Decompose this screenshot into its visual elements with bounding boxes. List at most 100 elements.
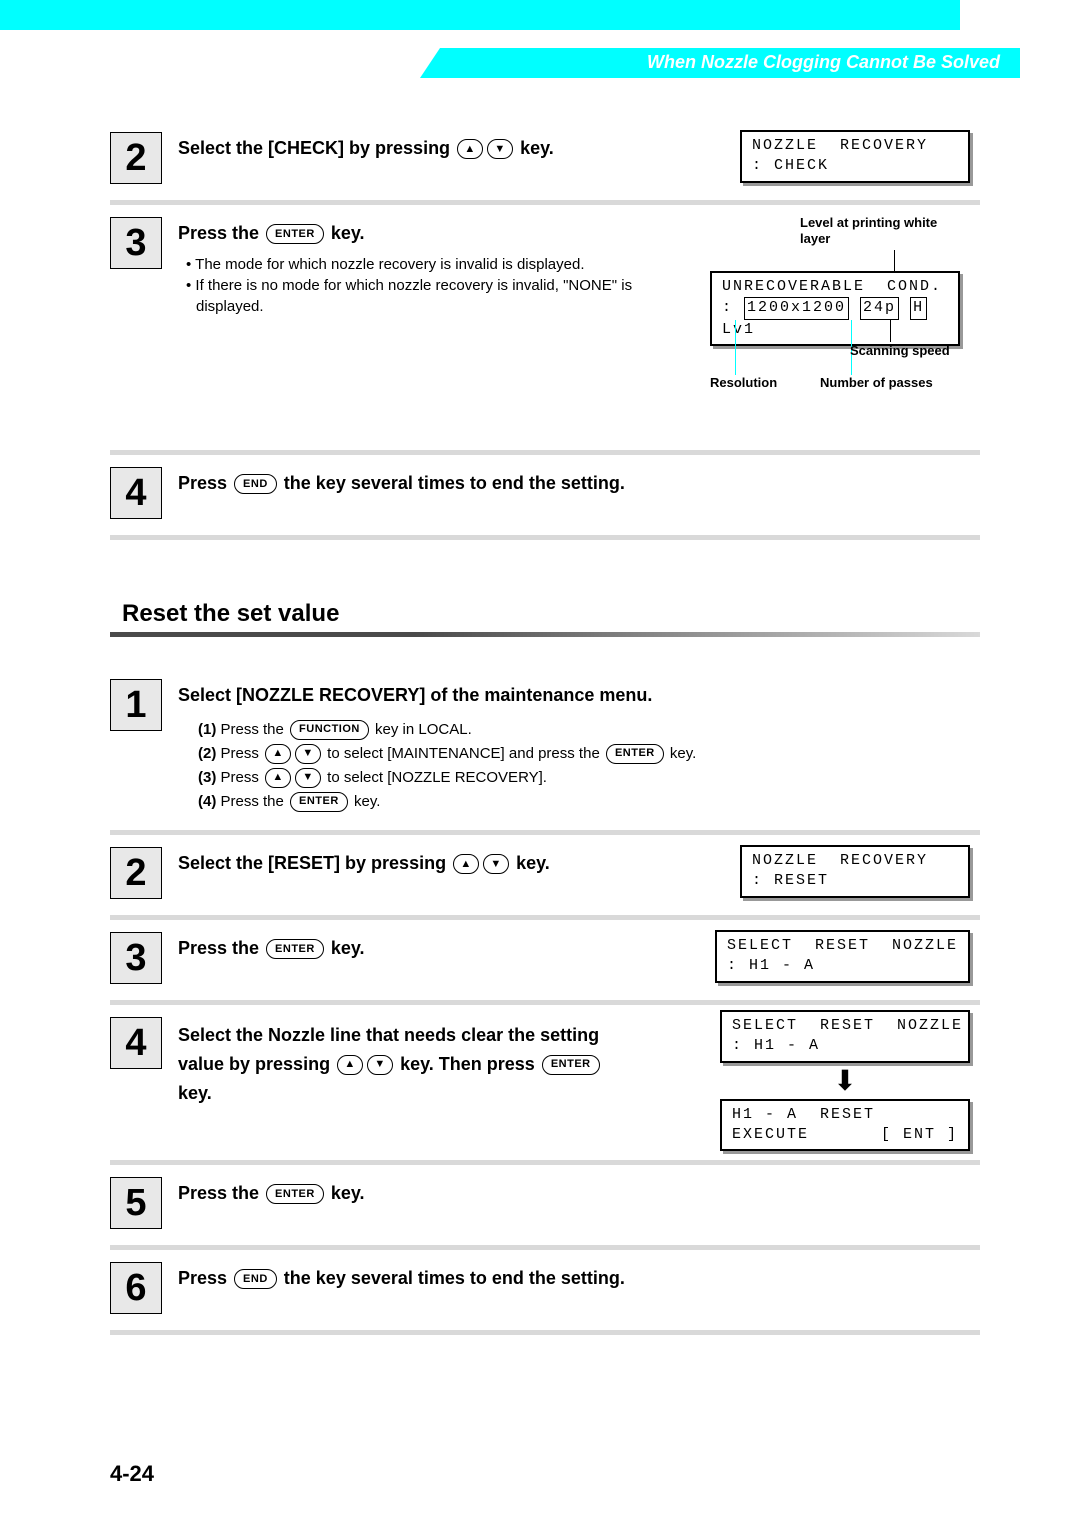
lcd-display: UNRECOVERABLE COND. : 1200x1200 24p H Lv… [710, 271, 960, 346]
function-key-icon: FUNCTION [290, 720, 369, 740]
bullet: If there is no mode for which nozzle rec… [186, 275, 638, 317]
annot-line [894, 250, 895, 272]
lcd-line: NOZZLE RECOVERY [752, 851, 958, 871]
lcd-line: SELECT RESET NOZZLE [732, 1016, 958, 1036]
step-number: 3 [110, 932, 162, 984]
step-s2-3: 3 Press the ENTER key. SELECT RESET NOZZ… [110, 920, 980, 1005]
text: Press the [221, 721, 289, 738]
fade-rule [110, 632, 980, 637]
page-content: 2 Select the [CHECK] by pressing ▲▼ key.… [110, 120, 980, 1335]
annot-line-cyan [735, 320, 736, 375]
step-s2-6: 6 Press END the key several times to end… [110, 1250, 980, 1335]
text: [ ENT ] [881, 1125, 958, 1145]
text: key. [350, 793, 381, 810]
lcd-line: NOZZLE RECOVERY [752, 136, 958, 156]
substeps: (1) Press the FUNCTION key in LOCAL. (2)… [178, 718, 980, 814]
step-s1-2: 2 Select the [CHECK] by pressing ▲▼ key.… [110, 120, 980, 205]
step-number: 5 [110, 1177, 162, 1229]
lcd-display: H1 - A RESET EXECUTE [ ENT ] [720, 1099, 970, 1152]
lcd-display: NOZZLE RECOVERY : CHECK [740, 130, 970, 183]
step-number: 4 [110, 1017, 162, 1069]
top-cyan-bar [0, 0, 1080, 30]
text: Press the [221, 793, 289, 810]
lcd-line: : H1 - A [727, 956, 958, 976]
lcd-line: UNRECOVERABLE COND. [722, 277, 948, 297]
lcd-line: : CHECK [752, 156, 958, 176]
enter-key-icon: ENTER [266, 224, 324, 244]
step-s1-3: 3 Press the ENTER key. The mode for whic… [110, 205, 980, 455]
enter-key-icon: ENTER [266, 939, 324, 959]
step-s2-1: 1 Select [NOZZLE RECOVERY] of the mainte… [110, 667, 980, 835]
text: Press [178, 1268, 232, 1288]
lcd-display: SELECT RESET NOZZLE : H1 - A [715, 930, 970, 983]
text: Press the [178, 223, 264, 243]
lcd-line: SELECT RESET NOZZLE [727, 936, 958, 956]
lcd-box-speed: H [910, 297, 927, 319]
lcd-box-resolution: 1200x1200 [744, 297, 849, 319]
step-body: Select [NOZZLE RECOVERY] of the maintena… [178, 679, 980, 814]
annotation-speed: Scanning speed [850, 343, 950, 358]
up-key-icon: ▲ [457, 139, 483, 159]
text: Select the [RESET] by pressing [178, 853, 451, 873]
step-number: 6 [110, 1262, 162, 1314]
up-key-icon: ▲ [453, 854, 479, 874]
up-key-icon: ▲ [337, 1055, 363, 1075]
text: key. [516, 853, 550, 873]
down-arrow-icon: ⬇ [720, 1067, 970, 1095]
text: Press the [178, 1183, 264, 1203]
lcd-display: NOZZLE RECOVERY : RESET [740, 845, 970, 898]
bullet: The mode for which nozzle recovery is in… [186, 254, 638, 275]
annotation-resolution: Resolution [710, 375, 777, 390]
step3-right-panel: Level at printing white layer UNRECOVERA… [710, 215, 970, 445]
end-key-icon: END [234, 1269, 277, 1289]
text: key. [331, 223, 365, 243]
text: Press [221, 745, 264, 762]
lcd-line: : RESET [752, 871, 958, 891]
lcd-line: H1 - A RESET [732, 1105, 958, 1125]
enter-key-icon: ENTER [542, 1055, 600, 1075]
step-body: Press END the key several times to end t… [178, 467, 980, 496]
text: to select [NOZZLE RECOVERY]. [323, 769, 547, 786]
down-key-icon: ▼ [295, 744, 321, 764]
annotation-passes: Number of passes [820, 375, 933, 390]
page-number: 4-24 [110, 1461, 154, 1487]
step-title: Press END the key several times to end t… [178, 1266, 980, 1291]
down-key-icon: ▼ [367, 1055, 393, 1075]
text: key in LOCAL. [371, 721, 472, 738]
text: key. [331, 938, 365, 958]
lcd-line: EXECUTE [ ENT ] [732, 1125, 958, 1145]
text: Press the [178, 938, 264, 958]
step-bullets: The mode for which nozzle recovery is in… [178, 254, 638, 317]
lcd-display: SELECT RESET NOZZLE : H1 - A [720, 1010, 970, 1063]
text: Select the [CHECK] by pressing [178, 138, 455, 158]
text: key. [178, 1083, 212, 1103]
step-number: 1 [110, 679, 162, 731]
enter-key-icon: ENTER [290, 792, 348, 812]
step-s2-5: 5 Press the ENTER key. [110, 1165, 980, 1250]
enter-key-icon: ENTER [606, 744, 664, 764]
step-title: Press the ENTER key. [178, 1181, 980, 1206]
up-key-icon: ▲ [265, 744, 291, 764]
step-s1-4: 4 Press END the key several times to end… [110, 455, 980, 540]
substep: (4) Press the ENTER key. [198, 790, 980, 814]
step-s2-2: 2 Select the [RESET] by pressing ▲▼ key.… [110, 835, 980, 920]
down-key-icon: ▼ [483, 854, 509, 874]
section-header-tab: When Nozzle Clogging Cannot Be Solved [420, 48, 1020, 78]
step-number: 2 [110, 132, 162, 184]
up-key-icon: ▲ [265, 768, 291, 788]
text: key. Then press [400, 1054, 540, 1074]
substep: (1) Press the FUNCTION key in LOCAL. [198, 718, 980, 742]
annot-line [890, 320, 891, 342]
step-body: Press END the key several times to end t… [178, 1262, 980, 1291]
end-key-icon: END [234, 474, 277, 494]
step-number: 3 [110, 217, 162, 269]
down-key-icon: ▼ [295, 768, 321, 788]
substep: (3) Press ▲▼ to select [NOZZLE RECOVERY]… [198, 766, 980, 790]
text: key. [331, 1183, 365, 1203]
step-s2-4: 4 Select the Nozzle line that needs clea… [110, 1005, 980, 1165]
text: key. [520, 138, 554, 158]
step-title: Press END the key several times to end t… [178, 471, 980, 496]
text: Press [178, 473, 232, 493]
section2-heading: Reset the set value [122, 600, 980, 628]
section-header-text: When Nozzle Clogging Cannot Be Solved [647, 52, 1000, 72]
